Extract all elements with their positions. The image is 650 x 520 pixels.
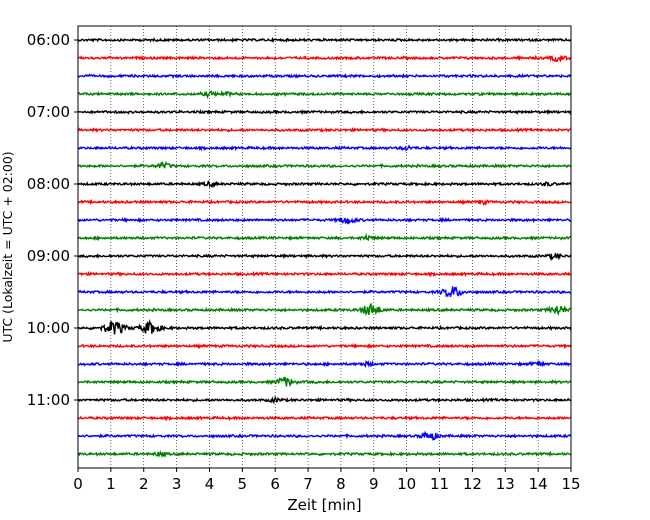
trace-line-6 [77,144,572,152]
trace-line-13 [77,270,572,278]
trace-line-23 [77,450,572,458]
trace-line-21 [77,415,572,422]
x-tick-label: 10 [397,475,416,493]
trace-line-10 [77,216,572,225]
trace-line-12 [77,252,572,262]
x-tick-label: 15 [561,475,580,493]
y-tick-label: 09:00 [27,247,70,265]
trace-line-8 [77,180,572,189]
x-tick-label: 12 [463,475,482,493]
plot-frame [77,25,572,469]
trace-line-2 [77,72,572,79]
y-axis-ticks: 06:00 07:00 08:00 09:00 10:00 11:00 [27,31,78,409]
trace-line-20 [77,395,572,405]
trace-line-18 [77,359,572,368]
x-axis-ticks: 0 1 2 3 4 5 6 7 8 9 10 11 12 13 14 15 [73,468,581,493]
y-tick-label: 11:00 [27,391,70,409]
x-tick-label: 9 [369,475,379,493]
trace-line-1 [77,54,572,63]
x-axis-label: Zeit [min] [287,496,361,514]
x-tick-label: 4 [205,475,215,493]
y-tick-label: 08:00 [27,175,70,193]
x-tick-label: 6 [270,475,280,493]
trace-line-3 [77,89,572,100]
x-tick-label: 11 [430,475,449,493]
trace-line-15 [77,302,572,317]
x-tick-label: 2 [139,475,149,493]
x-tick-label: 8 [336,475,346,493]
trace-line-5 [77,126,572,134]
trace-line-19 [77,376,572,387]
trace-line-0 [77,36,572,44]
trace-line-11 [77,232,572,242]
x-tick-label: 5 [238,475,248,493]
x-tick-label: 3 [172,475,182,493]
trace-line-4 [77,108,572,116]
x-tick-label: 0 [73,475,83,493]
trace-line-16 [77,318,572,335]
x-tick-label: 14 [529,475,548,493]
x-tick-label: 1 [106,475,116,493]
trace-line-22 [77,430,572,441]
trace-line-9 [77,198,572,206]
plot-background [78,26,571,468]
trace-line-7 [77,160,572,170]
trace-line-14 [77,286,572,298]
y-tick-label: 06:00 [27,31,70,49]
y-axis-label: UTC (Lokalzeit = UTC + 02:00) [0,151,15,342]
trace-line-17 [77,343,572,350]
y-tick-label: 07:00 [27,103,70,121]
x-tick-label: 13 [496,475,515,493]
traces [77,36,572,458]
x-tick-label: 7 [303,475,313,493]
y-tick-label: 10:00 [27,319,70,337]
